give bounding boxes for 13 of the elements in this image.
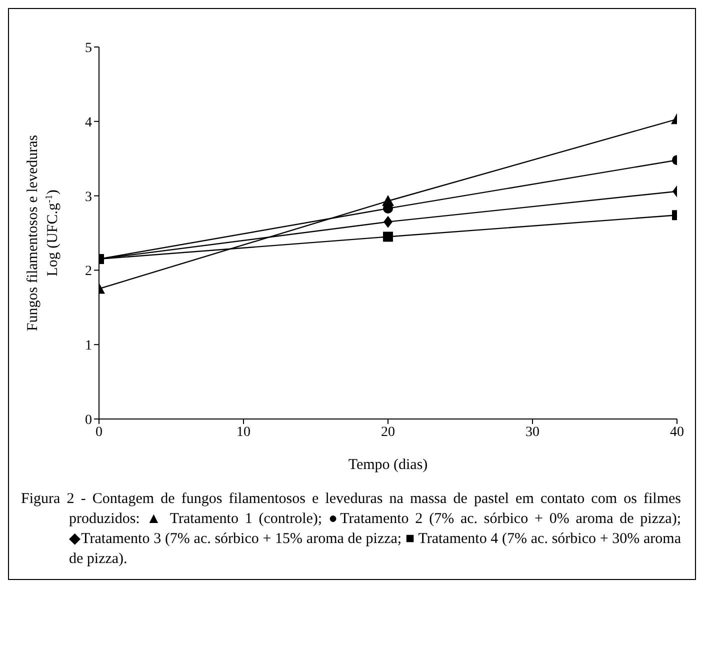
- text: Figura 2 - Contagem de fungos filamentosos e leveduras na massa de pastel em contato com os filmes produzidos: ▲ Tratamento 1 (controle); ●Tratamento 2 (7% ac. sórbico + 0% aroma de pizza); ◆Tratamento 3 (7% ac. sórbico + 15% aroma de pizza; ■ Tratamento 4 (7% ac. sórbico + 30% aroma de pizza).: [21, 490, 681, 569]
- x-tick-label: 20: [381, 424, 395, 440]
- y-tick-label: 3: [85, 190, 92, 205]
- y-tick-label: 1: [85, 338, 92, 354]
- x-tick-label: 30: [526, 424, 540, 440]
- y-tick-label: 2: [85, 264, 92, 280]
- x-tick-label: 10: [236, 424, 250, 440]
- y-tick-label: 5: [85, 40, 92, 56]
- x-tick-label: 0: [96, 424, 102, 440]
- y-tick-label: 0: [85, 412, 92, 428]
- x-axis-title: Tempo (dias): [348, 457, 428, 473]
- y-tick-label: 4: [85, 115, 92, 130]
- x-tick-label: 40: [670, 424, 684, 440]
